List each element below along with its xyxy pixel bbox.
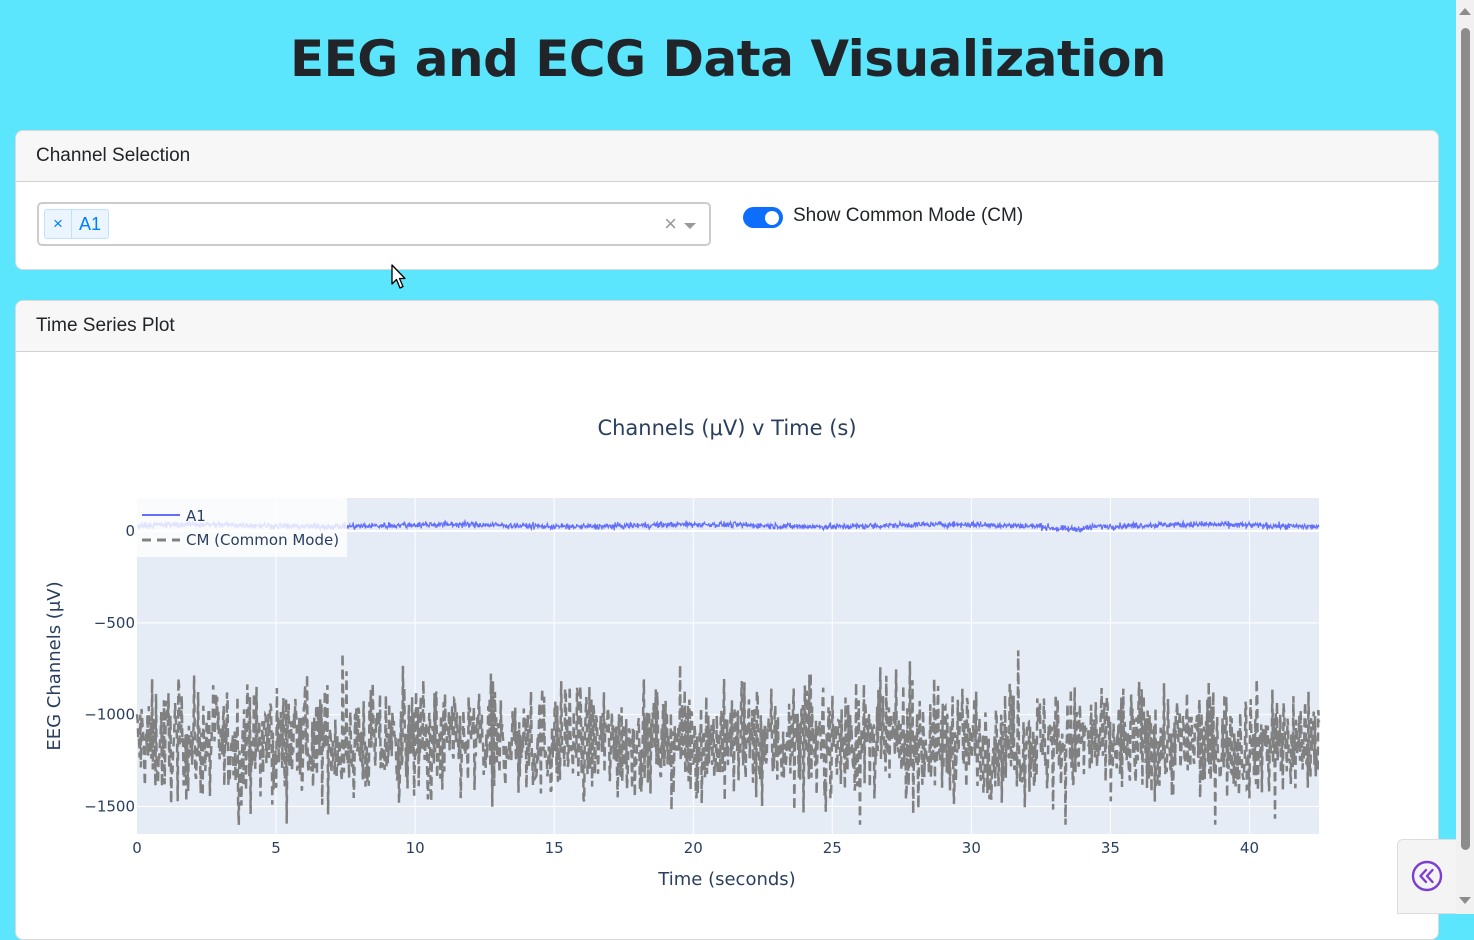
- chip-remove-icon[interactable]: ×: [45, 210, 72, 238]
- x-axis-label: Time (seconds): [657, 869, 795, 890]
- channel-selection-card: Channel Selection × A1 × Show Common Mod…: [15, 130, 1439, 270]
- double-chevron-left-icon: [1411, 860, 1443, 892]
- y-tick-label: −1500: [84, 797, 135, 815]
- x-tick-label: 35: [1101, 839, 1120, 857]
- x-tick-label: 15: [545, 839, 564, 857]
- channel-chip-a1: × A1: [44, 209, 110, 239]
- chevron-down-icon[interactable]: [684, 223, 696, 229]
- time-series-chart[interactable]: Channels (μV) v Time (s) 0 5 10 15 20 25 30 35 4…: [16, 352, 1438, 912]
- scrollbar-thumb[interactable]: [1461, 28, 1470, 850]
- time-series-header: Time Series Plot: [16, 301, 1438, 352]
- chip-label: A1: [79, 214, 102, 234]
- mouse-pointer-icon: [391, 264, 406, 289]
- x-tick-label: 40: [1240, 839, 1259, 857]
- y-tick-label: 0: [125, 522, 135, 540]
- time-series-card: Time Series Plot Channels (μV) v Time (s…: [15, 300, 1439, 940]
- corner-toggle-button[interactable]: [1397, 839, 1456, 914]
- channel-selection-header: Channel Selection: [16, 131, 1438, 182]
- legend-a1-label[interactable]: A1: [186, 507, 206, 525]
- legend-box: [137, 498, 347, 557]
- x-tick-label: 30: [962, 839, 981, 857]
- page-scrollbar[interactable]: [1456, 0, 1474, 914]
- x-tick-label: 0: [132, 839, 142, 857]
- legend-cm-label[interactable]: CM (Common Mode): [186, 531, 339, 549]
- common-mode-toggle[interactable]: [743, 207, 783, 228]
- clear-selection-icon[interactable]: ×: [664, 211, 677, 236]
- x-tick-label: 10: [406, 839, 425, 857]
- x-tick-label: 20: [684, 839, 703, 857]
- scroll-down-arrow-icon[interactable]: [1459, 897, 1471, 904]
- legend[interactable]: A1 CM (Common Mode): [137, 498, 347, 557]
- scroll-up-arrow-icon[interactable]: [1459, 8, 1471, 15]
- page-title: EEG and ECG Data Visualization: [289, 30, 1167, 88]
- y-tick-label: −500: [94, 614, 135, 632]
- x-tick-label: 5: [271, 839, 281, 857]
- common-mode-toggle-label[interactable]: Show Common Mode (CM): [793, 205, 1024, 226]
- chart-title: Channels (μV) v Time (s): [597, 416, 856, 440]
- toggle-knob: [765, 210, 779, 225]
- y-tick-label: −1000: [84, 706, 135, 724]
- cm-series-line: [135, 650, 1321, 825]
- y-axis-label: EEG Channels (μV): [44, 581, 65, 750]
- channel-multiselect[interactable]: × A1 ×: [37, 202, 711, 246]
- x-tick-label: 25: [823, 839, 842, 857]
